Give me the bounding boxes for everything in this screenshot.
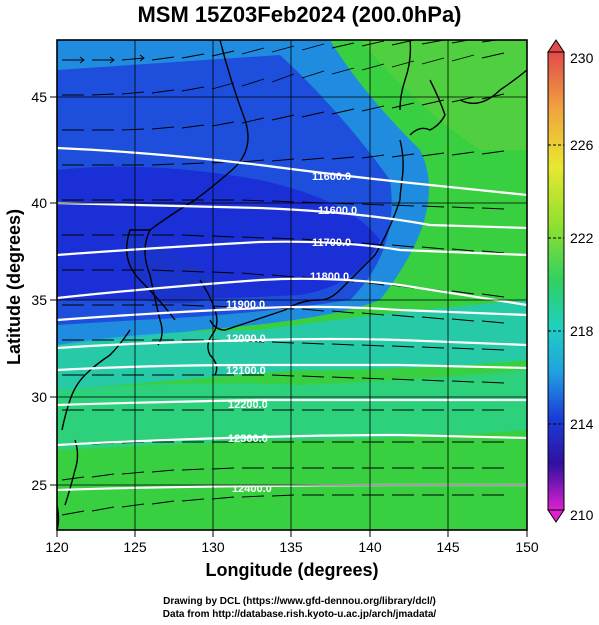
- contour-label: 11700.0: [312, 237, 351, 249]
- y-tick-label: 25: [31, 477, 47, 493]
- x-tick-label: 125: [123, 539, 147, 555]
- x-tick-label: 120: [45, 539, 69, 555]
- contour-label: 11800.0: [310, 271, 349, 283]
- colorbar-label: 214: [570, 416, 594, 432]
- plot-frame: [56, 39, 528, 531]
- colorbar-label: 218: [570, 323, 594, 339]
- contour-label: 11600.0: [318, 205, 357, 217]
- contour-label: 12000.0: [226, 333, 266, 345]
- contour-label: 11600.0: [312, 171, 351, 183]
- x-tick-label: 130: [201, 539, 225, 555]
- x-axis-label: Longitude (degrees): [205, 560, 378, 580]
- contour-label: 12100.0: [226, 365, 266, 377]
- colorbar-label: 222: [570, 230, 594, 246]
- graticule: [57, 40, 527, 530]
- temperature-field: 11600.0 11600.0 11700.0 11800.0 11900.0 …: [57, 40, 527, 530]
- colorbar-label: 226: [570, 137, 594, 153]
- contour-label: 12200.0: [228, 399, 268, 411]
- x-tick-label: 135: [279, 539, 303, 555]
- coastline: [57, 40, 527, 530]
- credit-drawing: Drawing by DCL (https://www.gfd-dennou.o…: [163, 596, 436, 607]
- x-tick-label: 140: [358, 539, 382, 555]
- y-tick-label: 40: [31, 195, 47, 211]
- contour-label: 12400.0: [232, 483, 272, 495]
- credit-data-source: Data from http://database.rish.kyoto-u.a…: [162, 609, 437, 620]
- y-tick-label: 30: [31, 389, 47, 405]
- y-axis-label: Latitude (degrees): [4, 209, 24, 365]
- height-contours: [57, 146, 527, 492]
- contour-label: 12300.0: [228, 433, 268, 445]
- y-tick-label: 35: [31, 292, 47, 308]
- x-tick-label: 145: [436, 539, 460, 555]
- contour-label: 11900.0: [226, 299, 265, 311]
- x-tick-label: 150: [515, 539, 539, 555]
- colorbar: 230 226 222 218 214 210: [547, 39, 594, 523]
- colorbar-label: 210: [570, 507, 594, 523]
- colorbar-label: 230: [570, 50, 594, 66]
- y-tick-label: 45: [31, 89, 47, 105]
- map-title: MSM 15Z03Feb2024 (200.0hPa): [137, 2, 462, 27]
